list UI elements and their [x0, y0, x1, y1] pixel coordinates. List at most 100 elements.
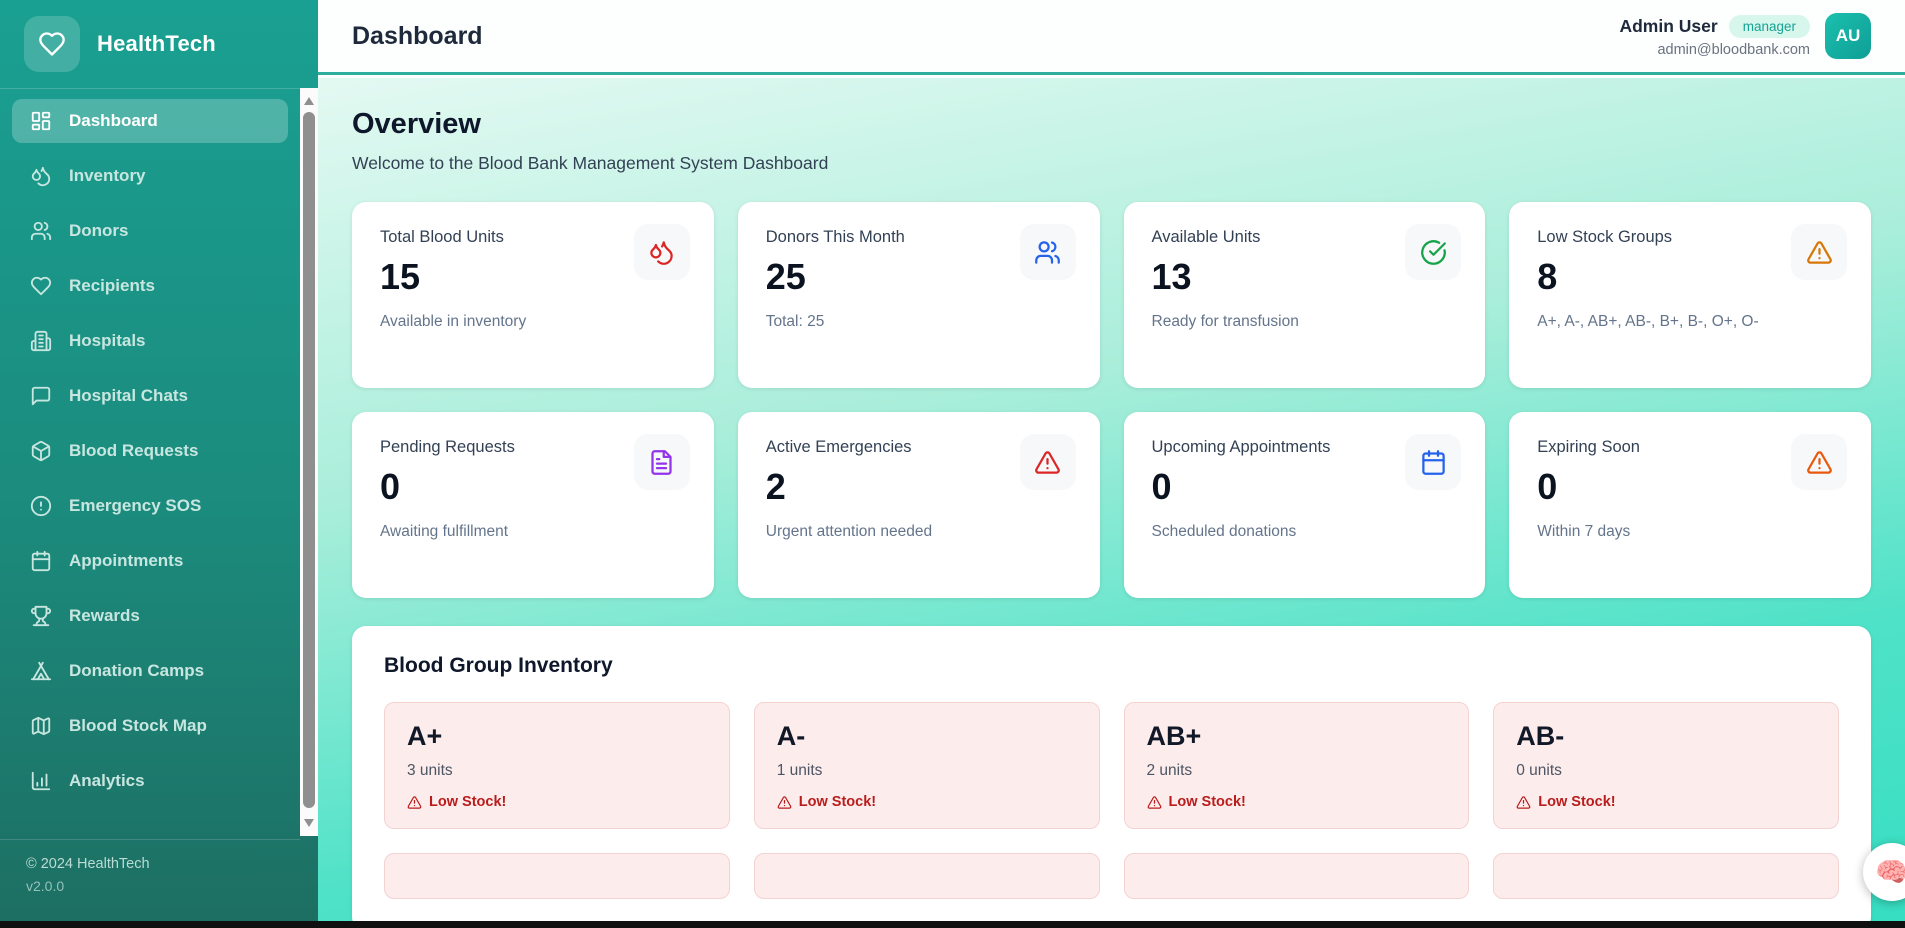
stat-value: 15	[380, 256, 421, 297]
sidebar-item-appointments[interactable]: Appointments	[12, 539, 288, 583]
stat-value: 25	[765, 256, 806, 297]
sidebar-item-dashboard[interactable]: Dashboard	[12, 99, 288, 143]
stat-value: 2	[765, 466, 786, 507]
blood-group-card-partial	[1123, 853, 1470, 899]
alert-circle-icon	[30, 495, 52, 517]
low-stock-warning: Low Stock!	[1147, 794, 1447, 810]
sidebar-item-blood-stock-map[interactable]: Blood Stock Map	[12, 704, 288, 748]
sidebar-item-label: Rewards	[69, 606, 140, 625]
logo-row: HealthTech	[0, 0, 318, 88]
file-text-icon	[633, 434, 690, 490]
sidebar-item-emergency-sos[interactable]: Emergency SOS	[12, 484, 288, 528]
sidebar-item-hospital-chats[interactable]: Hospital Chats	[12, 374, 288, 418]
stat-card-available-units: Available Units 13 Ready for transfusion	[1123, 202, 1486, 388]
scroll-down-arrow-icon[interactable]	[304, 819, 314, 827]
app-name: HealthTech	[97, 31, 216, 56]
stat-label: Available Units	[1151, 228, 1261, 246]
sidebar-item-label: Hospital Chats	[69, 386, 189, 405]
blood-group-inventory-panel: Blood Group Inventory A+ 3 units Low Sto…	[352, 626, 1871, 928]
sidebar-nav: Dashboard Inventory Donors Recipients Ho…	[0, 89, 300, 803]
dashboard-icon	[31, 111, 51, 131]
stats-grid: Total Blood Units 15 Available in invent…	[352, 202, 1871, 598]
overview-subtitle: Welcome to the Blood Bank Management Sys…	[352, 153, 829, 173]
stat-sub: Available in inventory	[380, 313, 527, 330]
alert-triangle-icon	[1791, 434, 1847, 490]
stat-card-donors-this-month: Donors This Month 25 Total: 25	[737, 202, 1100, 388]
bottom-edge-bar	[0, 921, 1905, 928]
low-stock-warning: Low Stock!	[1516, 794, 1816, 810]
droplets-icon	[633, 224, 690, 280]
package-icon	[31, 440, 51, 462]
stat-label: Low Stock Groups	[1537, 228, 1673, 246]
stat-card-active-emergencies: Active Emergencies 2 Urgent attention ne…	[737, 412, 1100, 598]
main-content: Overview Welcome to the Blood Bank Manag…	[318, 78, 1905, 928]
sidebar-item-label: Inventory	[69, 166, 146, 185]
calendar-icon	[1405, 434, 1462, 490]
blood-groups-grid-partial-row	[384, 853, 1839, 899]
trophy-icon	[30, 605, 52, 627]
sidebar-item-recipients[interactable]: Recipients	[12, 264, 288, 308]
sidebar: HealthTech Dashboard Inventory Donors Re…	[0, 0, 318, 928]
sidebar-item-label: Donation Camps	[69, 661, 205, 680]
heart-logo-icon	[24, 16, 80, 72]
overview-title: Overview	[352, 108, 481, 140]
blood-group-type: AB+	[1146, 721, 1202, 751]
sidebar-item-label: Donors	[69, 221, 129, 240]
low-stock-warning: Low Stock!	[777, 794, 1077, 810]
stat-sub: Urgent attention needed	[765, 523, 933, 540]
brain-icon: 🧠	[1875, 857, 1905, 887]
bar-chart-icon	[31, 771, 51, 791]
chat-icon	[31, 386, 51, 406]
blood-group-type: AB-	[1516, 721, 1565, 751]
stat-sub: Ready for transfusion	[1151, 313, 1299, 330]
blood-group-type: A-	[776, 721, 806, 751]
blood-group-units: 3 units	[407, 762, 453, 779]
user-name: Admin User	[1619, 15, 1718, 36]
stat-value: 13	[1151, 256, 1192, 297]
role-badge: manager	[1728, 14, 1810, 38]
sidebar-footer: © 2024 HealthTech v2.0.0	[0, 839, 300, 921]
copyright-text: © 2024 HealthTech	[26, 856, 150, 872]
blood-group-card-a-pos: A+ 3 units Low Stock!	[384, 702, 730, 829]
avatar[interactable]: AU	[1825, 13, 1871, 59]
sidebar-item-label: Blood Requests	[69, 441, 199, 460]
stat-label: Total Blood Units	[380, 228, 504, 246]
sidebar-item-analytics[interactable]: Analytics	[12, 759, 288, 803]
scrollbar-thumb[interactable]	[303, 112, 315, 808]
user-block: Admin User manager admin@bloodbank.com A…	[1619, 13, 1871, 59]
stat-value: 0	[1151, 466, 1172, 507]
blood-group-units: 1 units	[776, 762, 823, 779]
version-text: v2.0.0	[26, 878, 65, 894]
calendar-icon	[31, 550, 51, 572]
warning-text: Low Stock!	[1168, 794, 1246, 810]
sidebar-scrollbar[interactable]	[300, 88, 318, 836]
sidebar-item-donation-camps[interactable]: Donation Camps	[12, 649, 288, 693]
alert-triangle-icon	[1019, 434, 1076, 490]
assistant-floating-button[interactable]: 🧠	[1863, 843, 1905, 901]
warning-text: Low Stock!	[429, 794, 507, 810]
sidebar-item-label: Appointments	[69, 551, 184, 570]
sidebar-item-inventory[interactable]: Inventory	[12, 154, 288, 198]
stat-label: Pending Requests	[380, 438, 515, 456]
sidebar-item-hospitals[interactable]: Hospitals	[12, 319, 288, 363]
user-email: admin@bloodbank.com	[1657, 41, 1810, 58]
alert-triangle-icon	[1791, 224, 1847, 280]
inventory-title: Blood Group Inventory	[384, 654, 613, 677]
stat-card-total-blood-units: Total Blood Units 15 Available in invent…	[352, 202, 714, 388]
blood-group-card-ab-neg: AB- 0 units Low Stock!	[1493, 702, 1839, 829]
stat-sub: Scheduled donations	[1151, 523, 1297, 540]
sidebar-item-blood-requests[interactable]: Blood Requests	[12, 429, 288, 473]
map-icon	[31, 717, 51, 735]
scroll-up-arrow-icon[interactable]	[304, 97, 314, 105]
alert-triangle-icon	[777, 795, 792, 809]
stat-sub: Awaiting fulfillment	[380, 523, 509, 540]
blood-group-card-partial	[384, 853, 730, 899]
blood-group-card-ab-pos: AB+ 2 units Low Stock!	[1123, 702, 1470, 829]
blood-group-card-a-neg: A- 1 units Low Stock!	[753, 702, 1100, 829]
sidebar-item-rewards[interactable]: Rewards	[12, 594, 288, 638]
sidebar-item-donors[interactable]: Donors	[12, 209, 288, 253]
sidebar-item-label: Blood Stock Map	[69, 716, 207, 735]
stat-label: Active Emergencies	[765, 438, 912, 456]
stat-label: Upcoming Appointments	[1151, 438, 1331, 456]
